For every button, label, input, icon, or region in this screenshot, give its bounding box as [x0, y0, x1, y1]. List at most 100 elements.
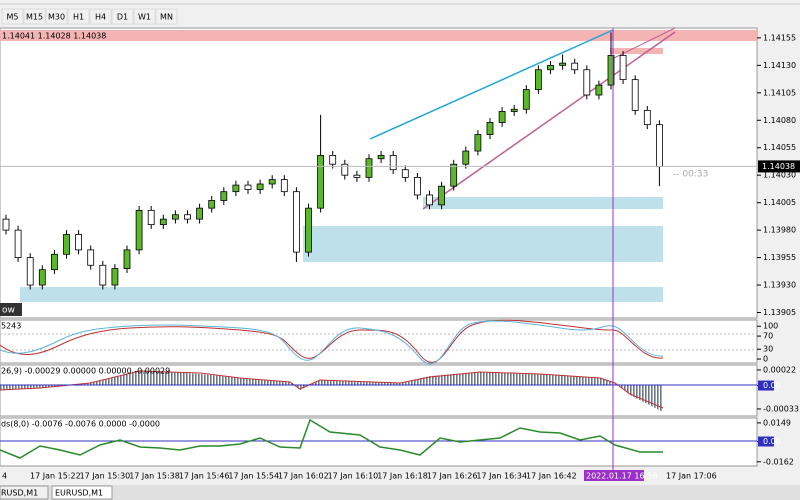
- candle-body: [401, 169, 409, 178]
- timeframe-label[interactable]: D1: [117, 13, 128, 22]
- candle-body: [450, 163, 458, 187]
- candle-body: [389, 155, 397, 171]
- candle-body: [171, 214, 179, 220]
- candle-body: [87, 249, 95, 266]
- timeframe-label[interactable]: H4: [95, 13, 106, 22]
- time-label: 17 Jan 17:06: [666, 472, 717, 481]
- stoch-signal: [0, 320, 664, 365]
- y-tick-label: 1.13930: [763, 281, 796, 290]
- timeframe-button[interactable]: [89, 8, 112, 25]
- y-tick-label: 100: [763, 322, 778, 331]
- timeframe-button[interactable]: [45, 8, 68, 25]
- candle-body: [522, 89, 530, 110]
- candle-body: [595, 84, 603, 96]
- candle-body: [184, 214, 191, 220]
- candle-body: [244, 184, 252, 190]
- candle-body: [256, 183, 264, 190]
- macd-signal: [0, 370, 664, 409]
- candle-body: [51, 253, 58, 271]
- supply-zone: [0, 30, 757, 41]
- candle-body: [75, 234, 82, 251]
- candle-body: [159, 218, 167, 226]
- time-label: 17 Jan 15:22: [30, 472, 81, 481]
- candle-body: [329, 155, 337, 165]
- candles: [2, 32, 663, 290]
- tab[interactable]: [51, 485, 113, 500]
- y-tick-label: 1.14155: [763, 33, 796, 42]
- cursor-time: 2022.01.17 16:58: [586, 472, 657, 481]
- trendline: [369, 29, 614, 140]
- timeframe-button[interactable]: [155, 8, 178, 25]
- candle-body: [607, 55, 615, 86]
- timeframe-label[interactable]: M30: [48, 13, 65, 22]
- candle-body: [147, 209, 155, 226]
- candle-body: [268, 179, 276, 185]
- stoch-panel: [0, 319, 758, 364]
- y-tick-label: 1.14005: [763, 198, 796, 207]
- y-tick-label: 0.00: [763, 381, 781, 390]
- indicator-header: ds(8,0) -0.0076 -0.0076 0.0000 -0.0000: [1, 420, 160, 429]
- y-tick-label: 1.14030: [763, 171, 796, 180]
- candle-body: [14, 229, 22, 258]
- current-price-box: [758, 160, 800, 173]
- candle-body: [462, 150, 470, 165]
- candle-body: [535, 69, 542, 90]
- time-label: 17 Jan 16:18: [377, 472, 428, 481]
- candle-body: [208, 200, 216, 209]
- timeframe-button[interactable]: [67, 8, 90, 25]
- candle-body: [292, 191, 300, 253]
- candle-body: [474, 134, 482, 152]
- timeframe-button[interactable]: [133, 8, 156, 25]
- candle-body: [63, 234, 70, 255]
- stoch-main: [0, 319, 664, 363]
- candle-body: [619, 55, 627, 81]
- timeframe-label[interactable]: M15: [26, 13, 43, 22]
- candle-body: [631, 79, 639, 111]
- tab-label[interactable]: RUSD,M1: [1, 489, 38, 498]
- candle-body: [643, 109, 651, 126]
- tab[interactable]: [0, 485, 49, 500]
- countdown: -- 00:33: [673, 170, 708, 180]
- y-tick-label: 1.13905: [763, 308, 796, 317]
- cursor-time-box: [584, 470, 644, 481]
- timeframe-button[interactable]: [111, 8, 134, 25]
- candle-body: [498, 111, 506, 123]
- y-tick-label: 1.13955: [763, 253, 796, 262]
- y-tick-label: 1.14105: [763, 88, 796, 97]
- candle-body: [111, 268, 119, 286]
- time-label: 17 Jan 15:38: [129, 472, 180, 481]
- timeframe-label[interactable]: H1: [73, 13, 84, 22]
- y-tick-label: 70: [763, 332, 773, 341]
- time-label: 4: [2, 472, 7, 481]
- candle-body: [38, 269, 46, 286]
- time-label: 17 Jan 16:26: [427, 472, 478, 481]
- timeframe-label[interactable]: MN: [160, 13, 173, 22]
- candle-body: [220, 191, 228, 201]
- object-label-box: [0, 303, 22, 316]
- candle-body: [353, 174, 361, 178]
- candle-body: [317, 155, 325, 209]
- osc-line: [0, 418, 663, 459]
- timeframe-button[interactable]: [23, 8, 46, 25]
- y-tick-label: 1.14080: [763, 116, 796, 125]
- time-label: 17 Jan 15:46: [179, 472, 230, 481]
- tab-label[interactable]: EURUSD,M1: [55, 489, 103, 498]
- zero-box: [758, 380, 774, 391]
- timeframe-label[interactable]: W1: [138, 13, 151, 22]
- timeframe-button[interactable]: [1, 8, 24, 25]
- time-label: 17 Jan 16:10: [328, 472, 379, 481]
- candle-body: [377, 155, 385, 160]
- ohlc-info: 1.14041 1.14028 1.14038: [2, 32, 106, 41]
- indicator-header: 5243: [1, 322, 21, 331]
- main-chart: [0, 27, 758, 319]
- candle-body: [438, 185, 446, 206]
- indicator-header: 26,9) -0.00029 0.00000 0.00000 -0.00029: [1, 367, 170, 376]
- y-tick-label: 1.14130: [763, 61, 796, 70]
- y-tick-label: -0.0162: [763, 457, 794, 466]
- timeframe-label[interactable]: M5: [7, 13, 19, 22]
- y-tick-label: 0.0149: [763, 418, 791, 427]
- candle-body: [547, 64, 554, 71]
- time-label: 17 Jan 16:42: [526, 472, 577, 481]
